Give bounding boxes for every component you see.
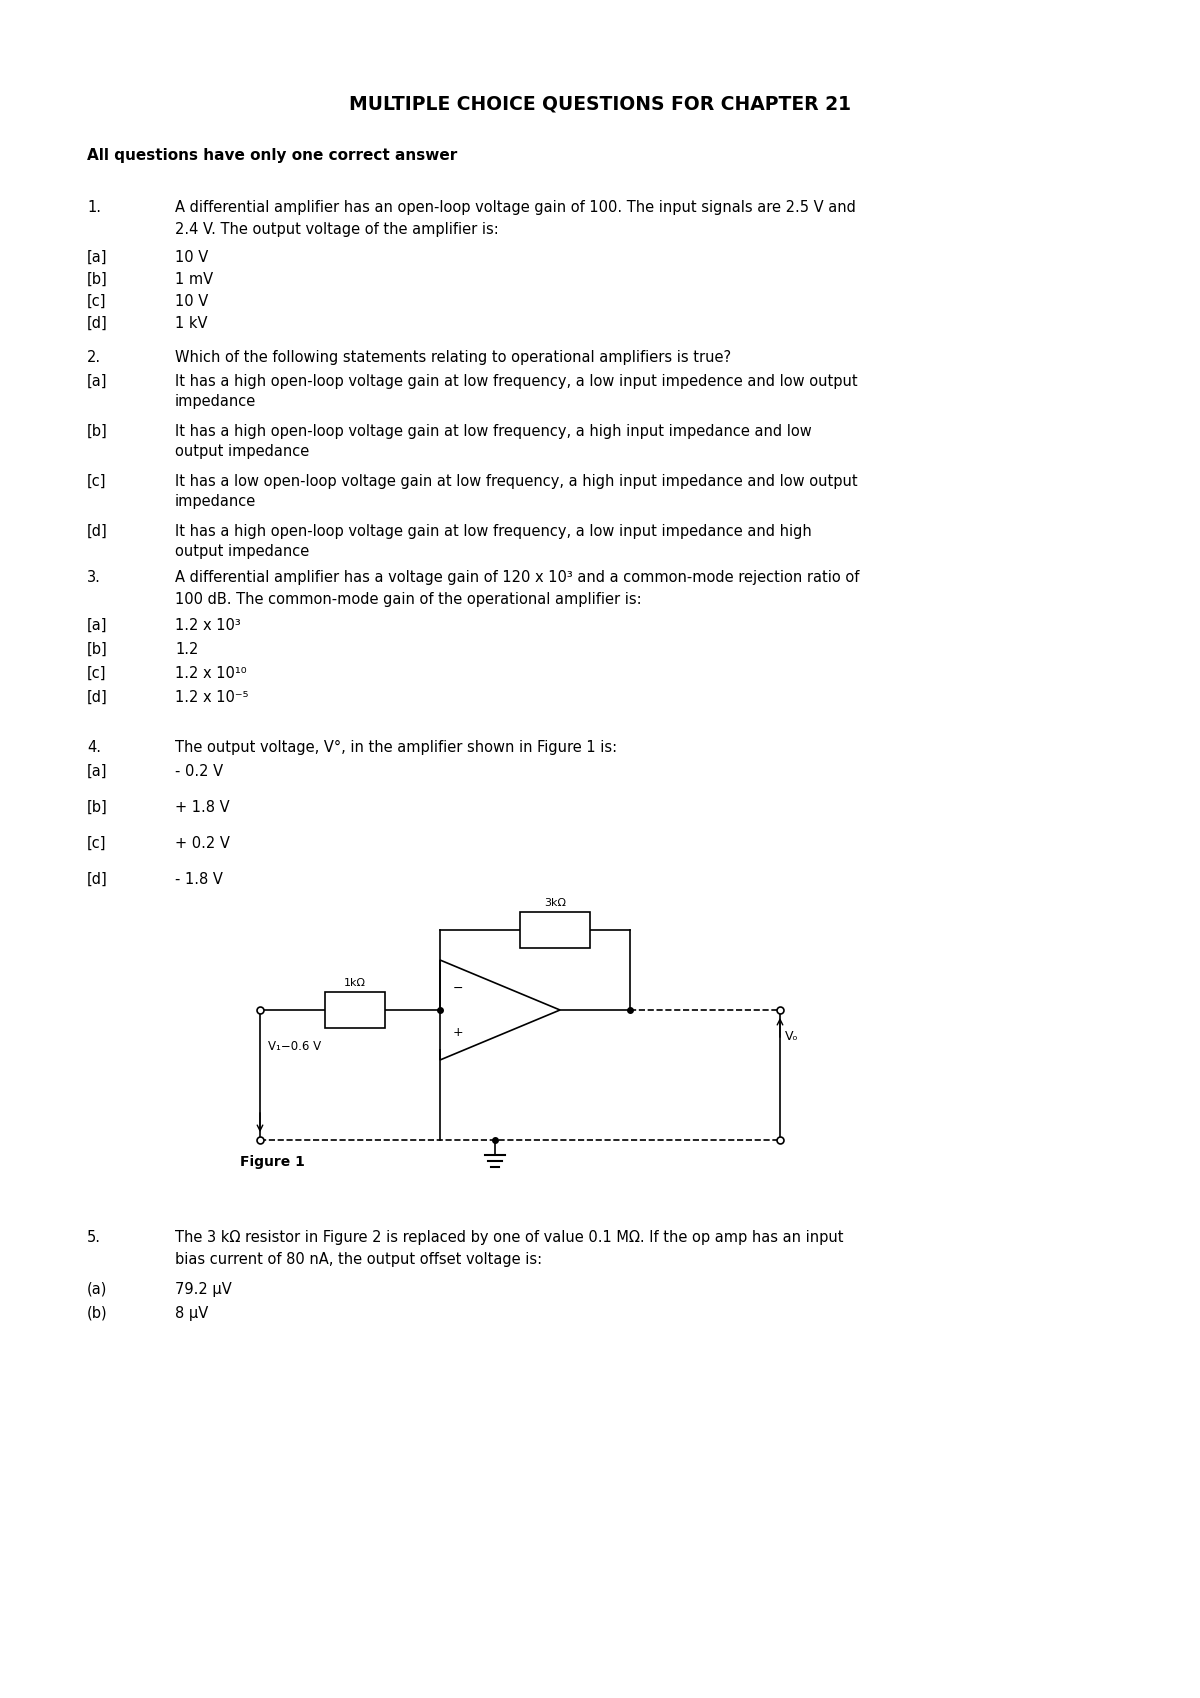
- Text: 10 V: 10 V: [175, 250, 209, 265]
- Bar: [325, 992, 385, 1027]
- Text: 10 V: 10 V: [175, 294, 209, 309]
- Text: Which of the following statements relating to operational amplifiers is true?: Which of the following statements relati…: [175, 350, 731, 365]
- Text: 8 μV: 8 μV: [175, 1306, 209, 1321]
- Text: 3kΩ: 3kΩ: [544, 898, 566, 908]
- Bar: [520, 912, 590, 947]
- Text: 1.2: 1.2: [175, 642, 198, 657]
- Text: Vₒ: Vₒ: [785, 1031, 799, 1043]
- Text: 1 mV: 1 mV: [175, 272, 214, 287]
- Text: [c]: [c]: [88, 294, 107, 309]
- Text: It has a high open-loop voltage gain at low frequency, a low input impedence and: It has a high open-loop voltage gain at …: [175, 374, 858, 389]
- Text: It has a low open-loop voltage gain at low frequency, a high input impedance and: It has a low open-loop voltage gain at l…: [175, 474, 858, 489]
- Text: 1 kV: 1 kV: [175, 316, 208, 331]
- Text: It has a high open-loop voltage gain at low frequency, a low input impedance and: It has a high open-loop voltage gain at …: [175, 525, 811, 538]
- Text: (b): (b): [88, 1306, 108, 1321]
- Text: [d]: [d]: [88, 316, 108, 331]
- Text: [a]: [a]: [88, 250, 108, 265]
- Text: A differential amplifier has a voltage gain of 120 x 10³ and a common-mode rejec: A differential amplifier has a voltage g…: [175, 571, 859, 586]
- Text: [a]: [a]: [88, 764, 108, 779]
- Text: output impedance: output impedance: [175, 543, 310, 559]
- Text: + 1.8 V: + 1.8 V: [175, 800, 229, 815]
- Text: 79.2 μV: 79.2 μV: [175, 1282, 232, 1297]
- Text: impedance: impedance: [175, 394, 257, 409]
- Text: [a]: [a]: [88, 618, 108, 633]
- Text: 4.: 4.: [88, 740, 101, 756]
- Text: 1.2 x 10³: 1.2 x 10³: [175, 618, 241, 633]
- Text: V₁−0.6 V: V₁−0.6 V: [268, 1039, 322, 1053]
- Text: 1.2 x 10⁻⁵: 1.2 x 10⁻⁵: [175, 689, 248, 705]
- Text: [c]: [c]: [88, 835, 107, 851]
- Text: [c]: [c]: [88, 474, 107, 489]
- Text: The 3 kΩ resistor in Figure 2 is replaced by one of value 0.1 MΩ. If the op amp : The 3 kΩ resistor in Figure 2 is replace…: [175, 1229, 844, 1245]
- Text: MULTIPLE CHOICE QUESTIONS FOR CHAPTER 21: MULTIPLE CHOICE QUESTIONS FOR CHAPTER 21: [349, 95, 851, 114]
- Text: [b]: [b]: [88, 272, 108, 287]
- Text: 100 dB. The common-mode gain of the operational amplifier is:: 100 dB. The common-mode gain of the oper…: [175, 593, 642, 606]
- Text: 1kΩ: 1kΩ: [344, 978, 366, 988]
- Text: It has a high open-loop voltage gain at low frequency, a high input impedance an: It has a high open-loop voltage gain at …: [175, 424, 811, 440]
- Text: 2.: 2.: [88, 350, 101, 365]
- Text: impedance: impedance: [175, 494, 257, 509]
- Text: [b]: [b]: [88, 642, 108, 657]
- Text: + 0.2 V: + 0.2 V: [175, 835, 230, 851]
- Text: 3.: 3.: [88, 571, 101, 586]
- Text: 1.2 x 10¹⁰: 1.2 x 10¹⁰: [175, 666, 247, 681]
- Text: [b]: [b]: [88, 800, 108, 815]
- Text: The output voltage, V°, in the amplifier shown in Figure 1 is:: The output voltage, V°, in the amplifier…: [175, 740, 617, 756]
- Text: bias current of 80 nA, the output offset voltage is:: bias current of 80 nA, the output offset…: [175, 1251, 542, 1267]
- Text: 1.: 1.: [88, 200, 101, 216]
- Text: Figure 1: Figure 1: [240, 1155, 305, 1168]
- Text: [a]: [a]: [88, 374, 108, 389]
- Text: −: −: [452, 981, 463, 995]
- Text: +: +: [452, 1026, 463, 1039]
- Text: [c]: [c]: [88, 666, 107, 681]
- Text: [b]: [b]: [88, 424, 108, 440]
- Text: [d]: [d]: [88, 689, 108, 705]
- Text: 5.: 5.: [88, 1229, 101, 1245]
- Text: output impedance: output impedance: [175, 443, 310, 458]
- Text: A differential amplifier has an open-loop voltage gain of 100. The input signals: A differential amplifier has an open-loo…: [175, 200, 856, 216]
- Text: [d]: [d]: [88, 873, 108, 886]
- Text: (a): (a): [88, 1282, 107, 1297]
- Text: - 1.8 V: - 1.8 V: [175, 873, 223, 886]
- Text: - 0.2 V: - 0.2 V: [175, 764, 223, 779]
- Polygon shape: [440, 959, 560, 1060]
- Text: All questions have only one correct answer: All questions have only one correct answ…: [88, 148, 457, 163]
- Text: 2.4 V. The output voltage of the amplifier is:: 2.4 V. The output voltage of the amplifi…: [175, 222, 499, 238]
- Text: [d]: [d]: [88, 525, 108, 538]
